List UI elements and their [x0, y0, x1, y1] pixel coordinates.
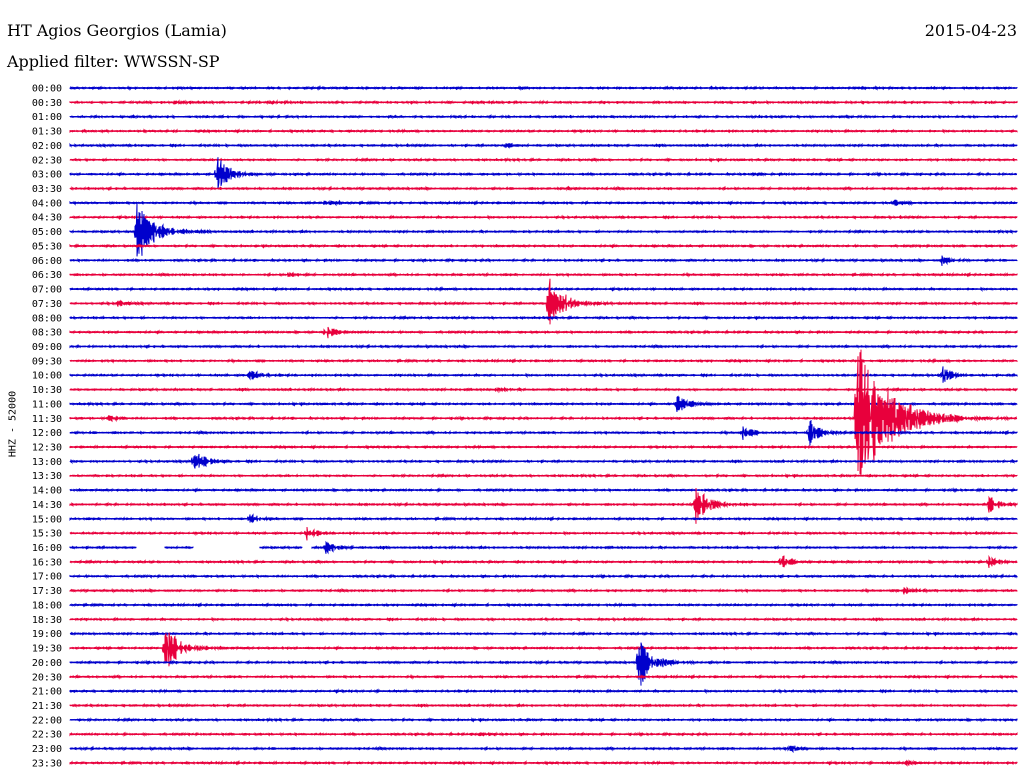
- row-time-label: 00:00: [32, 84, 62, 95]
- trace-line: [69, 632, 1018, 667]
- row-time-label: 12:30: [32, 443, 62, 454]
- row-time-label: 15:00: [32, 514, 62, 525]
- row-time-label: 14:30: [32, 500, 62, 511]
- row-time-label: 16:30: [32, 557, 62, 568]
- row-time-label: 10:30: [32, 385, 62, 396]
- row-time-label: 11:00: [32, 399, 62, 410]
- row-time-label: 00:30: [32, 98, 62, 109]
- row-time-label: 23:00: [32, 744, 62, 755]
- row-time-label: 18:30: [32, 615, 62, 626]
- row-time-label: 07:00: [32, 285, 62, 296]
- station-title: HT Agios Georgios (Lamia): [7, 21, 227, 40]
- row-time-label: 19:30: [32, 644, 62, 655]
- row-time-label: 08:00: [32, 313, 62, 324]
- row-time-label: 17:30: [32, 586, 62, 597]
- row-time-label: 05:00: [32, 227, 62, 238]
- row-time-label: 16:00: [32, 543, 62, 554]
- row-time-label: 07:30: [32, 299, 62, 310]
- row-time-label: 09:00: [32, 342, 62, 353]
- row-time-label: 13:00: [32, 457, 62, 468]
- row-time-label: 23:30: [32, 758, 62, 769]
- row-time-label: 11:30: [32, 414, 62, 425]
- trace-line: [69, 202, 1018, 257]
- row-time-label: 22:30: [32, 730, 62, 741]
- filter-subtitle: Applied filter: WWSSN-SP: [7, 52, 220, 71]
- row-time-label: 12:00: [32, 428, 62, 439]
- row-time-label: 04:30: [32, 213, 62, 224]
- row-time-label: 06:00: [32, 256, 62, 267]
- row-time-label: 03:00: [32, 170, 62, 181]
- row-time-label: 21:30: [32, 701, 62, 712]
- row-time-label: 02:00: [32, 141, 62, 152]
- row-time-label: 22:00: [32, 715, 62, 726]
- date-label: 2015-04-23: [924, 21, 1017, 40]
- trace-line: [69, 349, 1018, 477]
- row-time-label: 14:00: [32, 486, 62, 497]
- row-time-label: 03:30: [32, 184, 62, 195]
- row-time-label: 20:00: [32, 658, 62, 669]
- row-time-label: 06:30: [32, 270, 62, 281]
- row-time-label: 21:00: [32, 687, 62, 698]
- row-time-label: 08:30: [32, 328, 62, 339]
- row-time-label: 09:30: [32, 356, 62, 367]
- trace-line: [69, 157, 1018, 189]
- row-time-label: 20:30: [32, 672, 62, 683]
- row-time-label: 04:00: [32, 198, 62, 209]
- row-time-label: 10:00: [32, 371, 62, 382]
- row-time-label: 01:30: [32, 127, 62, 138]
- row-time-label: 02:30: [32, 155, 62, 166]
- row-time-label: 13:30: [32, 471, 62, 482]
- row-time-label: 18:00: [32, 600, 62, 611]
- row-time-label: 05:30: [32, 241, 62, 252]
- row-time-label: 01:00: [32, 112, 62, 123]
- row-time-label: 15:30: [32, 529, 62, 540]
- row-time-label: 17:00: [32, 572, 62, 583]
- row-time-label: 19:00: [32, 629, 62, 640]
